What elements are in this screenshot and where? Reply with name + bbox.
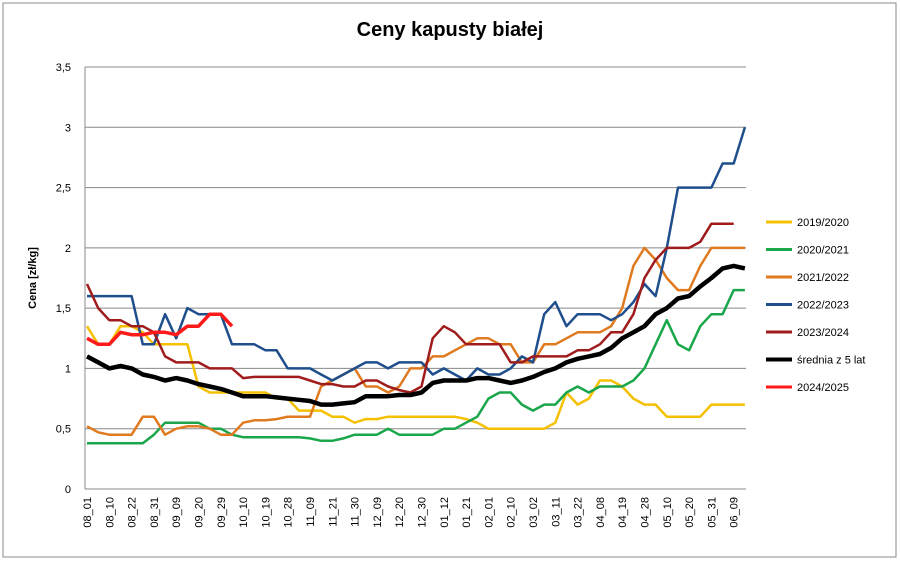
legend-label: 2023/2024 xyxy=(797,327,849,339)
x-tick-label: 12_09 xyxy=(372,497,384,528)
x-tick-label: 09_20 xyxy=(194,497,206,528)
x-tick-label: 10_19 xyxy=(260,497,272,528)
x-tick-label: 08_10 xyxy=(104,497,116,528)
x-tick-label: 08_22 xyxy=(127,497,139,528)
x-tick-label: 04_08 xyxy=(595,497,607,528)
legend-label: 2021/2022 xyxy=(797,272,849,284)
legend-label: 2022/2023 xyxy=(797,300,849,312)
y-tick-label: 2 xyxy=(65,243,71,255)
x-tick-label: 01_12 xyxy=(439,497,451,528)
y-tick-label: 0,5 xyxy=(56,424,71,436)
x-tick-label: 05_31 xyxy=(706,497,718,528)
x-tick-label: 01_21 xyxy=(461,497,473,528)
x-tick-label: 04_19 xyxy=(617,497,629,528)
y-tick-label: 2,5 xyxy=(56,183,71,195)
x-tick-label: 12_20 xyxy=(394,497,406,528)
x-tick-label: 10_10 xyxy=(238,497,250,528)
legend-label: 2020/2021 xyxy=(797,245,849,257)
x-tick-label: 04_28 xyxy=(640,497,652,528)
legend-label: 2024/2025 xyxy=(797,382,849,394)
y-tick-label: 1,5 xyxy=(56,303,71,315)
y-tick-label: 3,5 xyxy=(56,62,71,74)
y-axis-label: Cena [zł/kg] xyxy=(27,247,39,309)
x-tick-label: 03_22 xyxy=(573,497,585,528)
x-tick-label: 12_30 xyxy=(417,497,429,528)
legend-label: 2019/2020 xyxy=(797,217,849,229)
y-tick-label: 1 xyxy=(65,363,71,375)
series-line xyxy=(86,312,234,347)
series-line xyxy=(87,288,745,445)
x-tick-label: 09_09 xyxy=(171,497,183,528)
x-tick-label: 11_09 xyxy=(305,497,317,527)
x-tick-label: 03_11 xyxy=(550,497,562,527)
series-line xyxy=(85,263,746,407)
series-line xyxy=(85,324,745,430)
x-tick-label: 03_02 xyxy=(528,497,540,528)
y-tick-label: 3 xyxy=(65,122,71,134)
legend-label: średnia z 5 lat xyxy=(797,355,865,367)
series-line xyxy=(85,222,734,394)
x-tick-label: 08_31 xyxy=(149,497,161,528)
x-tick-label: 02_01 xyxy=(483,497,495,528)
x-tick-label: 08_01 xyxy=(82,497,94,528)
x-tick-label: 10_28 xyxy=(283,497,295,528)
series-line xyxy=(86,246,745,436)
x-tick-label: 06_09 xyxy=(729,497,741,528)
chart-title: Ceny kapusty białej xyxy=(357,19,544,41)
x-tick-label: 05_10 xyxy=(662,497,674,528)
x-tick-label: 11_21 xyxy=(327,497,339,527)
x-tick-label: 02_10 xyxy=(506,497,518,528)
x-tick-label: 11_30 xyxy=(350,497,362,527)
series-line xyxy=(87,126,747,382)
y-tick-label: 0 xyxy=(65,484,71,496)
x-tick-label: 05_20 xyxy=(684,497,696,528)
x-tick-label: 09_29 xyxy=(216,497,228,528)
